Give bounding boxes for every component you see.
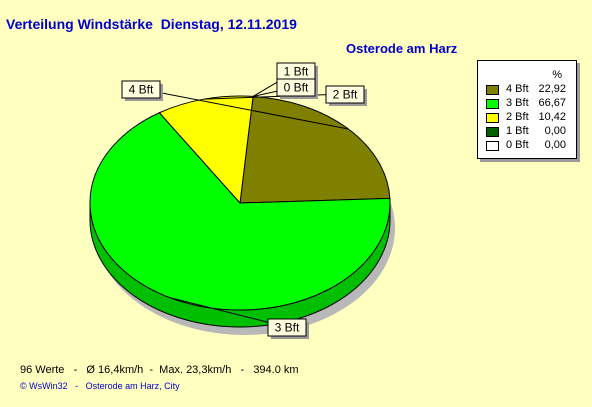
chart-legend: % 4 Bft 22,92 3 Bft 66,67 2 Bft 10,42 1 Bft 0,0… bbox=[477, 60, 577, 159]
pie-slice-2 bbox=[158, 95, 254, 205]
legend-label: 0 Bft bbox=[506, 139, 529, 151]
legend-swatch bbox=[486, 127, 499, 137]
legend-item: 0 Bft 0,00 bbox=[486, 139, 572, 152]
slice-label-4: 0 Bft bbox=[284, 81, 309, 95]
label-leader-2 bbox=[204, 93, 346, 100]
legend-value: 22,92 bbox=[538, 83, 566, 95]
legend-item: 1 Bft 0,00 bbox=[486, 125, 572, 138]
legend-value: 10,42 bbox=[538, 111, 566, 123]
footer-credit: © WsWin32 - Osterode am Harz, City bbox=[20, 381, 180, 391]
legend-label: 4 Bft bbox=[506, 83, 529, 95]
location-label: Osterode am Harz bbox=[346, 41, 458, 56]
legend-unit-header: % bbox=[552, 69, 562, 81]
legend-swatch bbox=[486, 141, 499, 151]
slice-label-2: 2 Bft bbox=[333, 88, 358, 102]
label-box-0 bbox=[121, 80, 161, 99]
pie-slice-0 bbox=[239, 95, 391, 204]
legend-swatch bbox=[486, 99, 499, 109]
legend-swatch bbox=[486, 113, 499, 123]
slice-label-0: 4 Bft bbox=[129, 83, 154, 97]
legend-item: 2 Bft 10,42 bbox=[486, 111, 572, 124]
chart-title: Verteilung Windstärke Dienstag, 12.11.20… bbox=[6, 16, 297, 32]
label-box-4 bbox=[276, 78, 316, 97]
legend-label: 2 Bft bbox=[506, 111, 529, 123]
legend-swatch bbox=[486, 85, 499, 95]
legend-value: 0,00 bbox=[544, 139, 566, 151]
legend-item: 4 Bft 22,92 bbox=[486, 83, 572, 96]
legend-label: 3 Bft bbox=[506, 97, 529, 109]
legend-label: 1 Bft bbox=[506, 125, 529, 137]
footer-stats: 96 Werte - Ø 16,4km/h - Max. 23,3km/h - … bbox=[20, 364, 299, 376]
legend-value: 0,00 bbox=[544, 125, 566, 137]
legend-item: 3 Bft 66,67 bbox=[486, 97, 572, 110]
slice-label-1: 3 Bft bbox=[275, 321, 300, 335]
legend-value: 66,67 bbox=[538, 97, 566, 109]
slice-label-3: 1 Bft bbox=[284, 65, 309, 79]
label-box-2 bbox=[325, 85, 365, 104]
label-box-1 bbox=[267, 318, 307, 337]
label-leader-0 bbox=[140, 88, 349, 130]
pie-slice-1 bbox=[89, 112, 391, 311]
